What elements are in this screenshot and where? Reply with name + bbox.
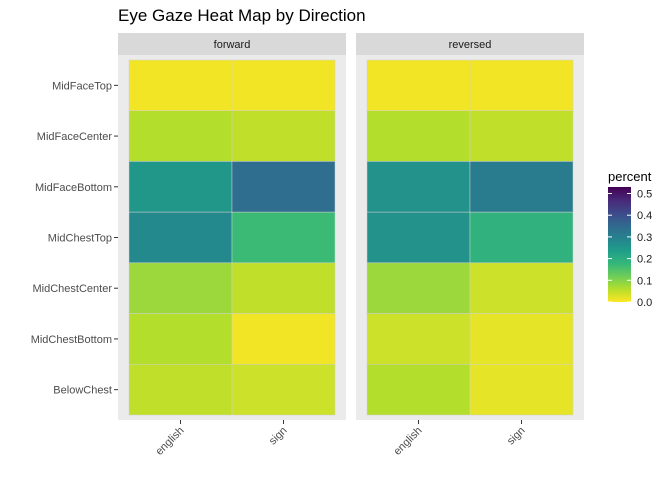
chart-title: Eye Gaze Heat Map by Direction	[118, 6, 366, 25]
heatmap-tile	[469, 364, 574, 416]
legend-title: percent	[608, 169, 652, 184]
y-tick-label: MidFaceTop	[52, 80, 112, 92]
heatmap-tile	[469, 211, 574, 264]
heatmap-tile	[469, 262, 574, 314]
legend-tick-label: 0.3	[637, 232, 652, 244]
x-tick-label: english	[391, 425, 424, 458]
y-tick-label: MidChestTop	[48, 233, 112, 245]
heatmap-tile	[469, 59, 574, 111]
legend-tick-label: 0.2	[637, 254, 652, 266]
y-tick-label: MidFaceBottom	[35, 182, 112, 194]
heatmap-tile	[366, 262, 471, 314]
legend-ticks: 0.0 0.1 0.2 0.3 0.4 0.5	[608, 189, 652, 309]
heatmap-tile	[128, 211, 233, 264]
facet-strip	[118, 33, 346, 55]
heatmap-tile	[128, 161, 233, 213]
legend-tick-label: 0.5	[637, 189, 652, 201]
heatmap-tile	[366, 364, 471, 416]
heatmap-tile	[366, 161, 471, 213]
heatmap-tile	[469, 110, 574, 162]
y-tick-label: MidChestBottom	[31, 334, 112, 346]
legend-tick-label: 0.1	[637, 275, 652, 287]
facet-panel-reversed: reversed english sign	[356, 33, 584, 458]
heatmap-tile	[128, 364, 233, 416]
y-tick-label: MidFaceCenter	[37, 131, 113, 143]
y-tick-label: BelowChest	[53, 385, 112, 397]
heatmap-tile	[231, 211, 336, 264]
facet-strip-label: forward	[214, 39, 251, 51]
heatmap-tile	[366, 211, 471, 264]
legend-colorbar	[608, 187, 631, 302]
heatmap-tile	[366, 110, 471, 162]
legend-tick-label: 0.4	[637, 210, 652, 222]
heatmap-tile	[128, 262, 233, 314]
facet-strip-label: reversed	[449, 39, 492, 51]
facet-panels: forward english sign reversed english sign	[118, 33, 584, 458]
heatmap-tile	[128, 313, 233, 365]
legend: percent 0.0 0.1 0.2 0.3 0.4 0.5	[608, 169, 652, 309]
x-tick-label: english	[153, 425, 186, 458]
heatmap-tile	[128, 110, 233, 162]
heatmap-tile	[231, 313, 336, 365]
heatmap-tile	[231, 262, 336, 314]
heatmap-tile	[366, 313, 471, 365]
heatmap-tile	[231, 59, 336, 111]
heatmap-tile	[469, 161, 574, 213]
y-tick-label: MidChestCenter	[33, 283, 113, 295]
legend-tick-label: 0.0	[637, 297, 652, 309]
heatmap-tile	[469, 313, 574, 365]
heatmap-tile	[231, 161, 336, 213]
heatmap-tile	[366, 59, 471, 111]
facet-strip	[356, 33, 584, 55]
x-tick-label: sign	[505, 425, 528, 448]
facet-panel-forward: forward english sign	[118, 33, 346, 458]
heatmap-tile	[231, 110, 336, 162]
heatmap-tile	[231, 364, 336, 416]
x-tick-label: sign	[267, 425, 290, 448]
y-axis-ticks: MidFaceTop MidFaceCenter MidFaceBottom MidC…	[31, 80, 118, 397]
heatmap-tile	[128, 59, 233, 111]
